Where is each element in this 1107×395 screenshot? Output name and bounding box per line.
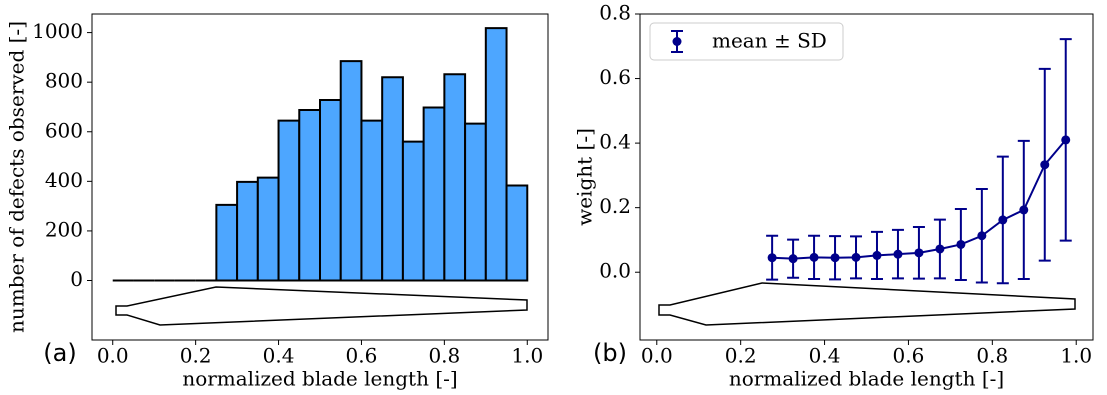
- mean-point: [872, 250, 882, 260]
- mean-point: [977, 231, 987, 241]
- y-tick-label: 0.6: [599, 65, 631, 89]
- x-tick-label: 0.8: [428, 344, 460, 368]
- legend-box: [649, 22, 844, 61]
- mean-point: [914, 248, 924, 258]
- mean-point: [1040, 160, 1050, 170]
- x-tick-label: 0.6: [346, 344, 378, 368]
- histogram-bar: [381, 76, 404, 282]
- y-tick-label: 0.4: [599, 130, 631, 154]
- histogram-bar: [339, 60, 363, 282]
- x-tick-label: 1.0: [1060, 344, 1092, 368]
- mean-point: [893, 249, 903, 259]
- histogram-bar: [505, 184, 529, 282]
- x-tick-label: 0.2: [725, 344, 757, 368]
- x-tick-label: 0.0: [641, 344, 673, 368]
- histogram-bar: [236, 180, 259, 282]
- mean-point: [830, 253, 840, 263]
- y-tick-label: 800: [45, 69, 83, 93]
- x-tick-label: 0.6: [893, 344, 925, 368]
- x-axis-label: normalized blade length [-]: [729, 367, 1004, 391]
- y-tick-label: 400: [45, 168, 83, 192]
- histogram-bar: [319, 99, 342, 282]
- mean-point: [851, 252, 861, 262]
- mean-point: [788, 254, 798, 264]
- histogram-bar: [484, 27, 508, 282]
- x-tick-label: 1.0: [511, 344, 543, 368]
- mean-point: [935, 244, 945, 254]
- mean-point: [1019, 205, 1029, 215]
- histogram-bar: [360, 119, 384, 282]
- x-tick-label: 0.4: [809, 344, 841, 368]
- panel-label: (a): [43, 339, 76, 367]
- y-tick-label: 0.8: [599, 1, 631, 25]
- y-tick-label: 0: [70, 267, 83, 291]
- histogram-bar: [277, 119, 301, 282]
- histogram-bar: [422, 106, 446, 282]
- x-tick-label: 0.8: [976, 344, 1008, 368]
- x-tick-label: 0.2: [180, 344, 212, 368]
- y-tick-label: 600: [45, 118, 83, 142]
- blade-outline: [115, 286, 528, 326]
- mean-point: [956, 239, 966, 249]
- y-tick-label: 0.2: [599, 194, 631, 218]
- histogram-bar: [401, 140, 425, 282]
- legend-marker: [672, 37, 682, 46]
- x-axis-label: normalized blade length [-]: [182, 367, 457, 391]
- x-tick-label: 0.4: [263, 344, 295, 368]
- y-tick-label: 1000: [32, 19, 83, 43]
- mean-point: [998, 215, 1008, 225]
- plot-frame: [91, 13, 549, 341]
- panel-label: (b): [593, 339, 627, 367]
- plot-frame: [639, 13, 1094, 341]
- y-tick-label: 0.0: [599, 259, 631, 283]
- y-axis-label: number of defects observed [-]: [5, 21, 29, 333]
- histogram-bar: [256, 176, 280, 282]
- histogram-bar: [298, 108, 321, 282]
- mean-point: [1061, 135, 1071, 145]
- y-axis-label: weight [-]: [573, 128, 597, 226]
- histogram-bar: [215, 203, 239, 282]
- histogram-bar: [464, 122, 487, 282]
- mean-point: [767, 253, 777, 263]
- x-tick-label: 0.0: [97, 344, 129, 368]
- blade-outline: [658, 282, 1076, 326]
- legend-label: mean ± SD: [712, 29, 827, 53]
- histogram-bar: [443, 73, 467, 282]
- mean-point: [809, 252, 819, 262]
- y-tick-label: 200: [45, 217, 83, 241]
